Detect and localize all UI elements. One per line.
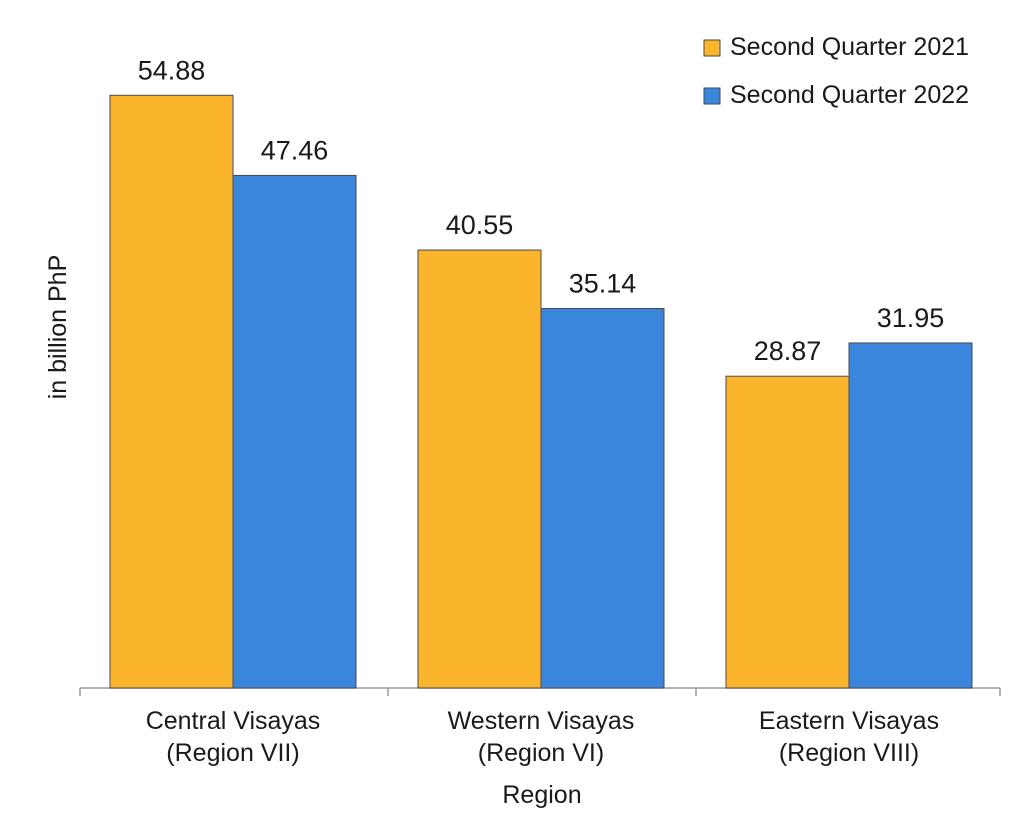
category-label: (Region VIII) xyxy=(779,739,919,767)
data-label: 35.14 xyxy=(569,268,637,298)
legend: Second Quarter 2021 Second Quarter 2022 xyxy=(703,33,969,109)
legend-swatch xyxy=(703,39,721,57)
bar-2022-2 xyxy=(540,307,665,689)
bar-2021-2 xyxy=(417,249,542,689)
y-axis-title: in billion PhP xyxy=(44,255,72,400)
data-label: 54.88 xyxy=(138,55,206,85)
bar-2021-3 xyxy=(725,375,850,689)
data-label: 28.87 xyxy=(754,336,822,366)
bar-2021-1 xyxy=(109,94,234,689)
legend-label: Second Quarter 2021 xyxy=(730,33,969,61)
legend-swatch xyxy=(703,87,721,105)
x-axis-title: Region xyxy=(502,781,581,809)
bar-2022-3 xyxy=(848,342,973,689)
category-label: (Region VI) xyxy=(478,739,604,767)
category-label: Western Visayas xyxy=(448,707,635,735)
category-label: Eastern Visayas xyxy=(759,707,939,735)
category-label: Central Visayas xyxy=(146,707,321,735)
data-label: 47.46 xyxy=(261,135,329,165)
category-label: (Region VII) xyxy=(166,739,299,767)
data-label: 40.55 xyxy=(446,210,514,240)
legend-label: Second Quarter 2022 xyxy=(730,81,969,109)
bar-2022-1 xyxy=(232,174,357,689)
data-label: 31.95 xyxy=(877,303,945,333)
